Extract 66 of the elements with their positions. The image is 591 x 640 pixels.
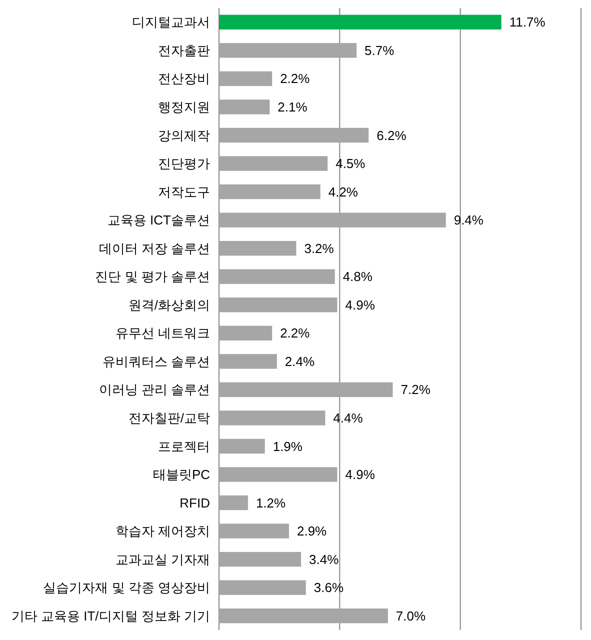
bar bbox=[219, 43, 357, 58]
bar bbox=[219, 14, 502, 30]
data-label: 5.7% bbox=[364, 42, 395, 58]
data-label: 2.4% bbox=[284, 354, 315, 369]
y-tick-label: 강의제작 bbox=[158, 128, 210, 143]
y-tick-label: 프로젝터 bbox=[158, 438, 210, 454]
bar bbox=[219, 100, 270, 114]
bar bbox=[219, 298, 338, 312]
bar bbox=[219, 128, 369, 143]
data-label: 3.6% bbox=[314, 580, 344, 596]
data-label: 3.4% bbox=[309, 552, 340, 567]
y-tick-label: RFID bbox=[180, 495, 210, 510]
data-label: 4.9% bbox=[345, 467, 376, 482]
bar bbox=[219, 382, 393, 398]
y-tick-label: 원격/화상회의 bbox=[128, 297, 210, 312]
data-label: 6.2% bbox=[376, 128, 407, 143]
bar bbox=[219, 184, 320, 200]
y-tick-label: 실습기자재 및 각종 영상장비 bbox=[43, 580, 210, 596]
bar bbox=[219, 156, 328, 171]
y-tick-label: 기타 교육용 IT/디지털 정보화 기기 bbox=[11, 608, 210, 624]
y-tick-label: 유비쿼터스 솔루션 bbox=[102, 354, 210, 369]
data-label: 7.0% bbox=[396, 608, 426, 624]
bar bbox=[219, 240, 296, 256]
y-tick-label: 진단 및 평가 솔루션 bbox=[95, 269, 210, 284]
y-tick-label: 디지털교과서 bbox=[132, 14, 210, 30]
y-tick-label: 전산장비 bbox=[158, 71, 210, 86]
data-label: 1.2% bbox=[256, 495, 286, 510]
bar bbox=[219, 608, 388, 624]
y-tick-label: 유무선 네트워크 bbox=[115, 326, 210, 341]
data-label: 4.9% bbox=[345, 297, 376, 312]
data-label: 2.9% bbox=[296, 524, 328, 539]
data-label: 4.5% bbox=[336, 156, 366, 172]
data-label: 4.2% bbox=[328, 184, 358, 200]
y-tick-label: 데이터 저장 솔루션 bbox=[98, 240, 210, 256]
bar bbox=[219, 410, 326, 426]
bar bbox=[219, 326, 272, 340]
data-label: 4.4% bbox=[333, 410, 364, 426]
data-label: 4.8% bbox=[342, 269, 373, 284]
bar bbox=[219, 212, 446, 228]
bar bbox=[219, 580, 306, 595]
y-tick-label: 교과교실 기자재 bbox=[115, 552, 210, 567]
bar bbox=[219, 524, 289, 538]
data-label: 11.7% bbox=[509, 14, 546, 30]
data-label: 2.2% bbox=[280, 326, 310, 341]
data-label: 2.2% bbox=[280, 71, 310, 86]
bar bbox=[219, 438, 265, 454]
data-label: 9.4% bbox=[454, 212, 484, 228]
y-tick-label: 행정지원 bbox=[158, 100, 210, 115]
y-tick-label: 학습자 제어장치 bbox=[115, 524, 210, 539]
bar bbox=[219, 354, 277, 369]
data-label: 1.9% bbox=[272, 438, 303, 454]
data-label: 2.1% bbox=[278, 100, 308, 115]
bar bbox=[219, 269, 335, 284]
y-tick-label: 진단평가 bbox=[158, 156, 210, 172]
data-label: 7.2% bbox=[400, 382, 431, 398]
bar bbox=[219, 71, 272, 86]
data-label: 3.2% bbox=[304, 240, 334, 256]
y-tick-label: 저작도구 bbox=[158, 184, 210, 200]
y-tick-label: 교육용 ICT솔루션 bbox=[107, 212, 210, 228]
y-tick-label: 전자칠판/교탁 bbox=[128, 410, 210, 426]
y-tick-label: 태블릿PC bbox=[152, 467, 210, 482]
y-tick-label: 전자출판 bbox=[158, 42, 210, 58]
y-tick-label: 이러닝 관리 솔루션 bbox=[98, 382, 210, 398]
bar bbox=[219, 552, 302, 567]
bar bbox=[219, 467, 338, 482]
bar bbox=[219, 495, 248, 510]
